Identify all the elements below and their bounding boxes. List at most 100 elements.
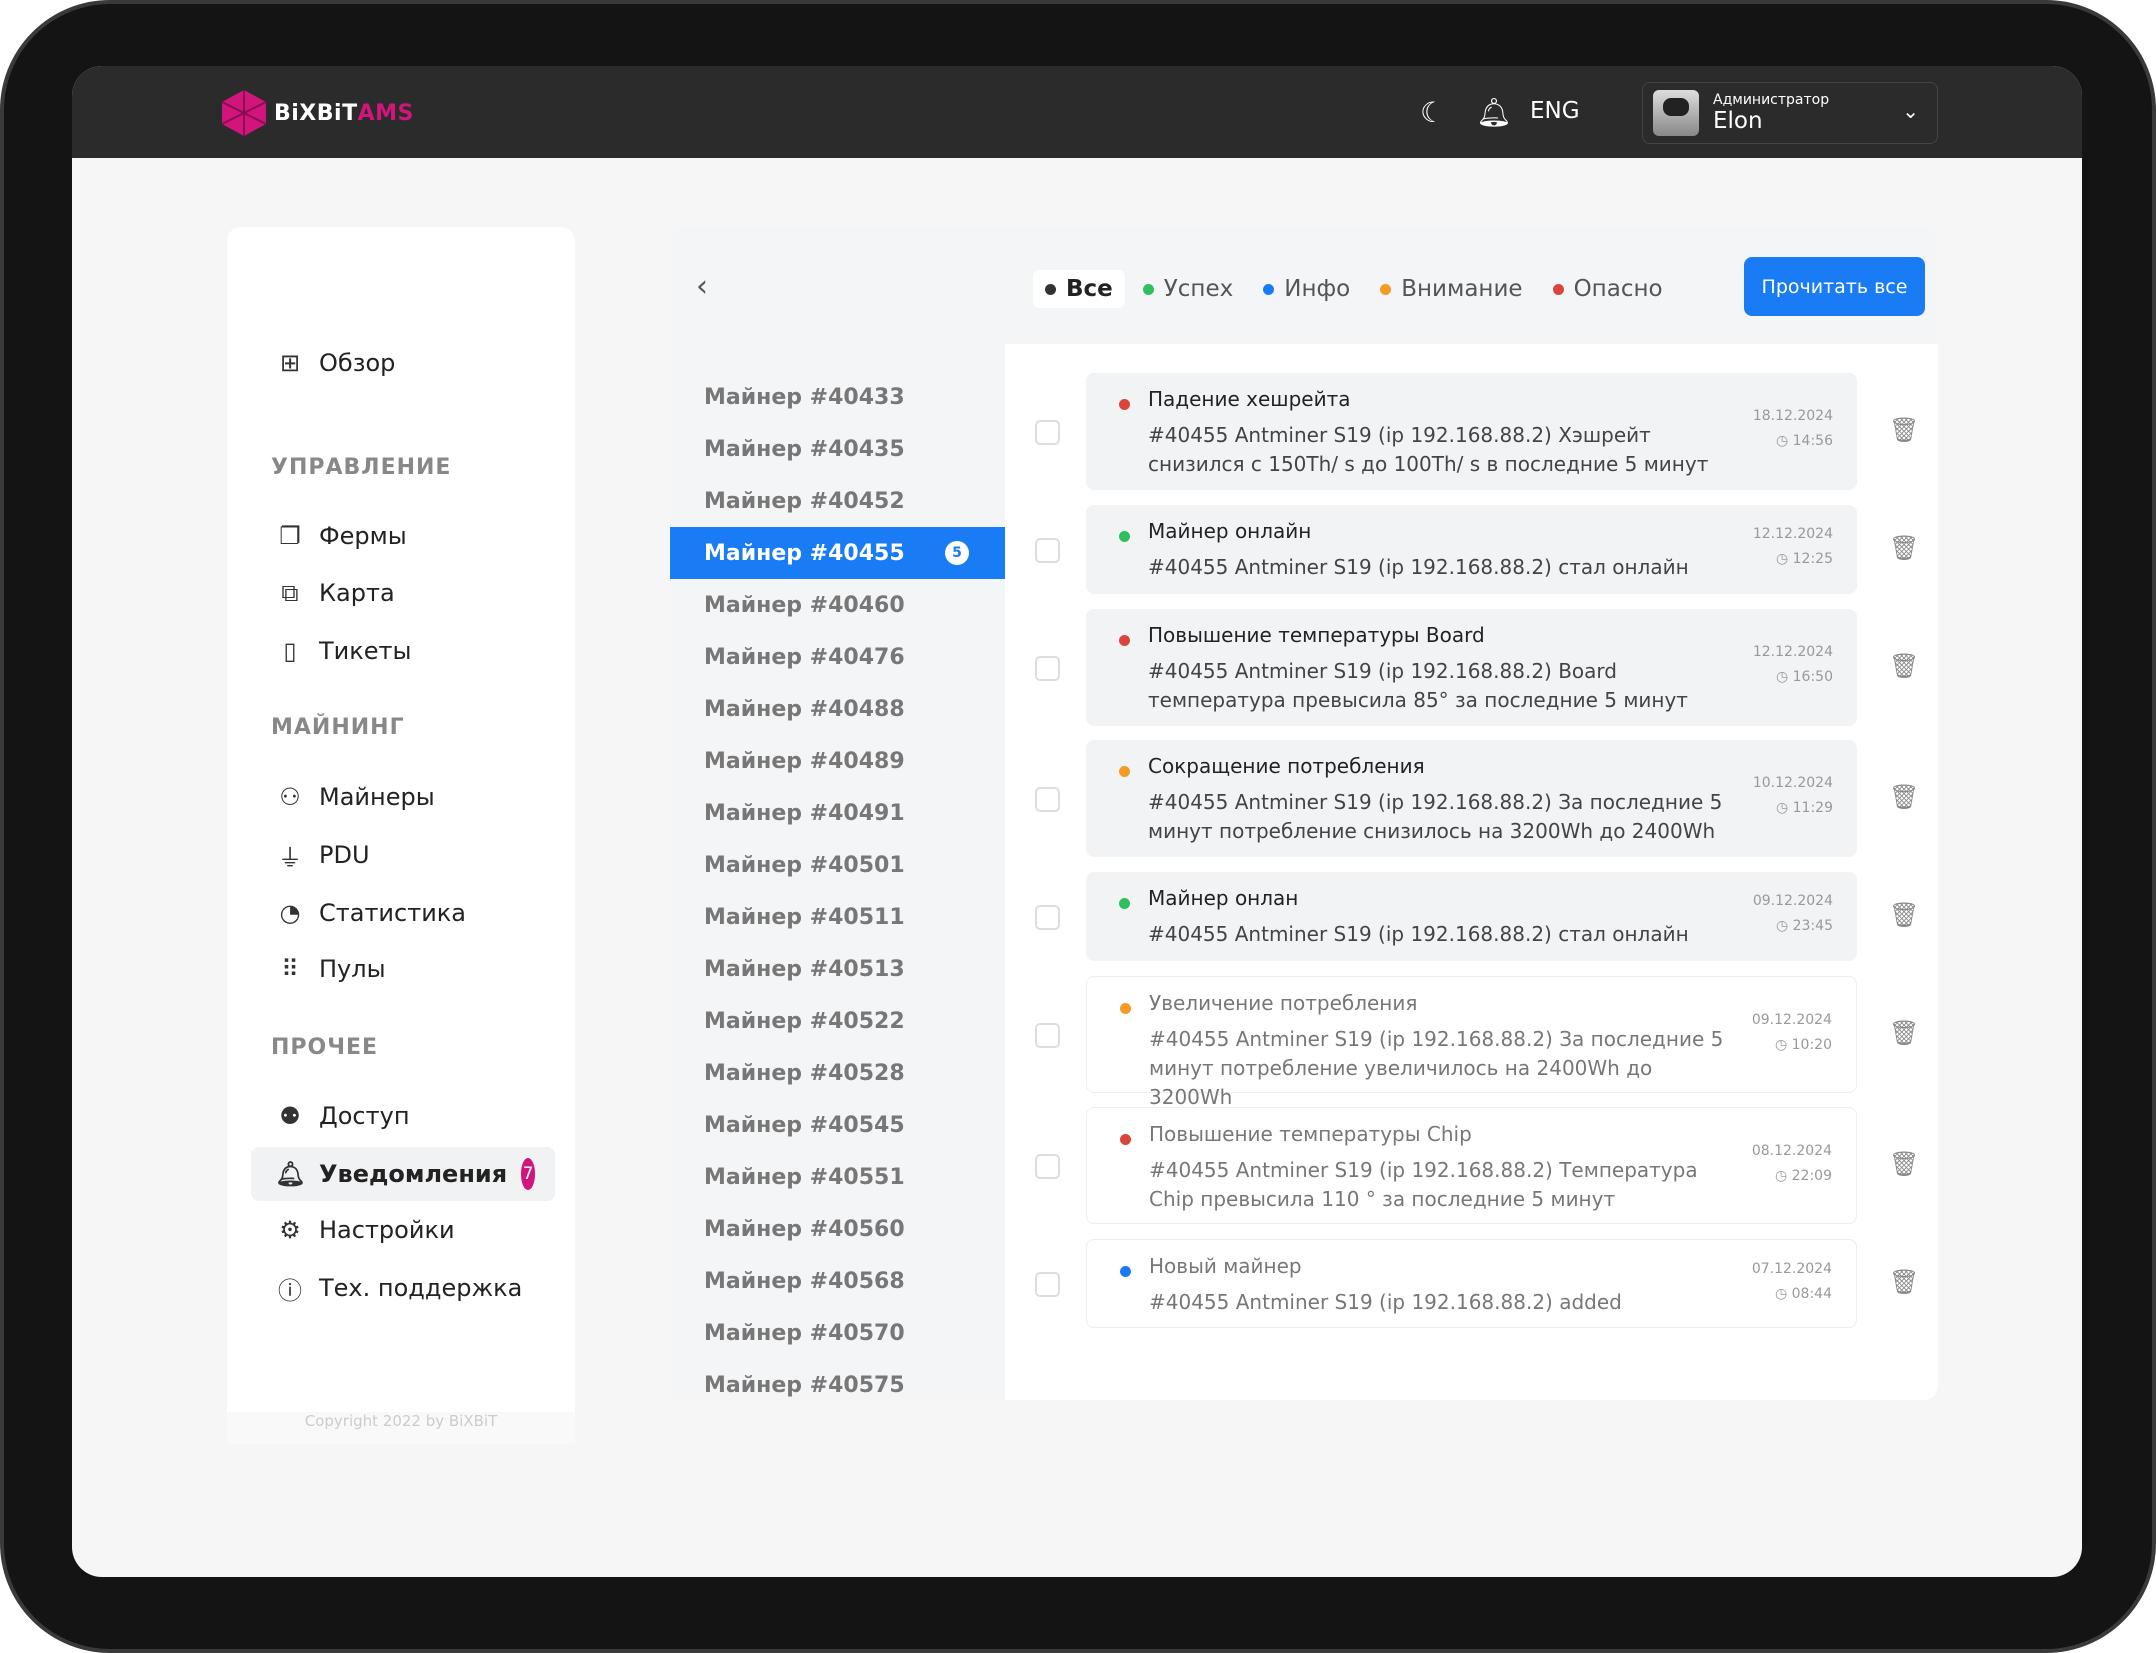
filter-tabs: Все Успех Инфо Внимание Опасно <box>1033 270 1675 308</box>
miner-list-item[interactable]: Майнер #40528 <box>670 1047 1005 1099</box>
notifications-panel: ‹ Все Успех Инфо Внимание Опасно Прочитать в… <box>670 227 1938 1400</box>
trash-icon[interactable]: 🗑︎ <box>1889 1267 1920 1296</box>
filter-tab[interactable]: Успех <box>1131 270 1245 308</box>
miner-list-item[interactable]: Майнер #40575 <box>670 1359 1005 1411</box>
trash-icon[interactable]: 🗑︎ <box>1889 900 1920 929</box>
miner-list-item[interactable]: Майнер #40488 <box>670 683 1005 735</box>
back-chevron-icon[interactable]: ‹ <box>696 269 708 304</box>
sidebar-item-label: Доступ <box>319 1102 410 1130</box>
select-checkbox[interactable] <box>1035 1271 1060 1297</box>
trash-icon[interactable]: 🗑︎ <box>1889 533 1920 562</box>
moon-icon[interactable]: ☾ <box>1420 96 1446 129</box>
bell-icon[interactable]: 🔔︎ <box>1476 96 1512 129</box>
logo-icon <box>222 90 266 136</box>
section-title: УПРАВЛЕНИЕ <box>271 455 452 480</box>
select-checkbox[interactable] <box>1035 419 1060 445</box>
miner-list-item[interactable]: Майнер #40452 <box>670 475 1005 527</box>
miner-list-item[interactable]: Майнер #40460 <box>670 579 1005 631</box>
select-checkbox[interactable] <box>1035 655 1060 681</box>
miner-list-item[interactable]: Майнер #40551 <box>670 1151 1005 1203</box>
clock-icon: ◷ <box>1775 799 1793 816</box>
notification-row: Сокращение потребления #40455 Antminer S1… <box>1005 740 1938 857</box>
sidebar-item-plug[interactable]: ⏚ PDU <box>251 828 551 882</box>
miner-list-item[interactable]: Майнер #40455 5 <box>670 527 1005 579</box>
miner-list-item[interactable]: Майнер #40435 <box>670 423 1005 475</box>
sidebar-item-overview[interactable]: ⊞ Обзор <box>251 336 551 390</box>
miner-list-item[interactable]: Майнер #40513 <box>670 943 1005 995</box>
sidebar-item-users[interactable]: ⚉ Доступ <box>251 1089 551 1143</box>
trash-icon[interactable]: 🗑︎ <box>1889 1149 1920 1178</box>
filter-label: Все <box>1066 276 1113 302</box>
notification-time: 22:09 <box>1791 1167 1832 1184</box>
notification-title: Майнер онлан <box>1148 886 1299 910</box>
status-dot <box>1045 283 1056 295</box>
miner-list-item[interactable]: Майнер #40568 <box>670 1255 1005 1307</box>
sidebar-item-bell[interactable]: 🔔︎ Уведомления 7 <box>251 1147 555 1201</box>
sidebar-item-kanban[interactable]: ▯ Тикеты <box>251 624 551 678</box>
sidebar-item-sitemap[interactable]: ⧉ Карта <box>251 566 551 620</box>
select-checkbox[interactable] <box>1035 1022 1060 1048</box>
filter-tab[interactable]: Опасно <box>1541 270 1675 308</box>
status-dot <box>1119 531 1130 542</box>
trash-icon[interactable]: 🗑︎ <box>1889 1018 1920 1047</box>
status-dot <box>1119 399 1130 410</box>
trash-icon[interactable]: 🗑︎ <box>1889 415 1920 444</box>
notification-card[interactable]: Падение хешрейта #40455 Antminer S19 (ip … <box>1086 373 1857 490</box>
miner-list-item[interactable]: Майнер #40560 <box>670 1203 1005 1255</box>
clock-icon: ◷ <box>1775 550 1793 567</box>
trash-icon[interactable]: 🗑︎ <box>1889 651 1920 680</box>
miner-list-item[interactable]: Майнер #40489 <box>670 735 1005 787</box>
sidebar-item-miners[interactable]: ⚇ Майнеры <box>251 770 551 824</box>
notification-card[interactable]: Повышение температуры Board #40455 Antmin… <box>1086 609 1857 726</box>
miner-label: Майнер #40488 <box>704 696 905 722</box>
notification-card[interactable]: Увеличение потребления #40455 Antminer S1… <box>1086 976 1857 1109</box>
sidebar-item-pie-chart[interactable]: ◔ Статистика <box>251 886 551 940</box>
logo-text-a: BiXBiT <box>274 100 358 126</box>
miner-list-item[interactable]: Майнер #40476 <box>670 631 1005 683</box>
filter-tab[interactable]: Инфо <box>1251 270 1362 308</box>
language-switch[interactable]: ENG <box>1530 98 1580 124</box>
filter-tab[interactable]: Все <box>1033 270 1125 308</box>
notification-title: Новый майнер <box>1149 1254 1302 1278</box>
sidebar-item-label: Тикеты <box>319 637 412 665</box>
notification-card[interactable]: Сокращение потребления #40455 Antminer S1… <box>1086 740 1857 857</box>
bell-icon: 🔔︎ <box>275 1160 306 1188</box>
miner-list-item[interactable]: Майнер #40501 <box>670 839 1005 891</box>
filter-label: Опасно <box>1573 276 1663 302</box>
notification-title: Сокращение потребления <box>1148 754 1425 778</box>
select-checkbox[interactable] <box>1035 786 1060 812</box>
user-menu[interactable]: Администратор Elon ⌄ <box>1642 82 1938 144</box>
sidebar-item-grid[interactable]: ⠿ Пулы <box>251 942 551 996</box>
filter-tab[interactable]: Внимание <box>1368 270 1534 308</box>
miner-list-item[interactable]: Майнер #40570 <box>670 1307 1005 1359</box>
notification-card[interactable]: Повышение температуры Chip #40455 Antmine… <box>1086 1107 1857 1224</box>
notification-time-wrap: ◷ 08:44 <box>1752 1282 1832 1307</box>
sidebar-item-gear[interactable]: ⚙ Настройки <box>251 1203 551 1257</box>
miner-label: Майнер #40551 <box>704 1164 905 1190</box>
logo[interactable]: BiXBiTAMS <box>222 90 414 136</box>
miner-list-item[interactable]: Майнер #40545 <box>670 1099 1005 1151</box>
clock-icon: ◷ <box>1774 1167 1792 1184</box>
miner-label: Майнер #40568 <box>704 1268 905 1294</box>
miner-list-item[interactable]: Майнер #40491 <box>670 787 1005 839</box>
notification-card[interactable]: Майнер онлан #40455 Antminer S19 (ip 192.… <box>1086 872 1857 961</box>
notification-time-wrap: ◷ 10:20 <box>1752 1033 1832 1058</box>
user-role: Администратор <box>1713 92 1830 108</box>
read-all-button[interactable]: Прочитать все <box>1744 257 1925 316</box>
miner-list-item[interactable]: Майнер #40511 <box>670 891 1005 943</box>
logo-text-b: AMS <box>357 100 414 126</box>
pie-chart-icon: ◔ <box>279 899 301 927</box>
trash-icon[interactable]: 🗑︎ <box>1889 782 1920 811</box>
notification-card[interactable]: Новый майнер #40455 Antminer S19 (ip 192.… <box>1086 1239 1857 1328</box>
select-checkbox[interactable] <box>1035 1153 1060 1179</box>
sidebar-item-info[interactable]: ⓘ Тех. поддержка <box>251 1261 551 1315</box>
miner-list-item[interactable]: Майнер #40522 <box>670 995 1005 1047</box>
notification-row: Повышение температуры Board #40455 Antmin… <box>1005 609 1938 726</box>
select-checkbox[interactable] <box>1035 904 1060 930</box>
chevron-down-icon[interactable]: ⌄ <box>1902 99 1919 123</box>
notification-card[interactable]: Майнер онлайн #40455 Antminer S19 (ip 192… <box>1086 505 1857 594</box>
miner-list-item[interactable]: Майнер #40433 <box>670 371 1005 423</box>
select-checkbox[interactable] <box>1035 537 1060 563</box>
sidebar-item-layers[interactable]: ❐ Фермы <box>251 509 551 563</box>
notification-datetime: 12.12.2024 ◷ 12:25 <box>1753 522 1833 572</box>
